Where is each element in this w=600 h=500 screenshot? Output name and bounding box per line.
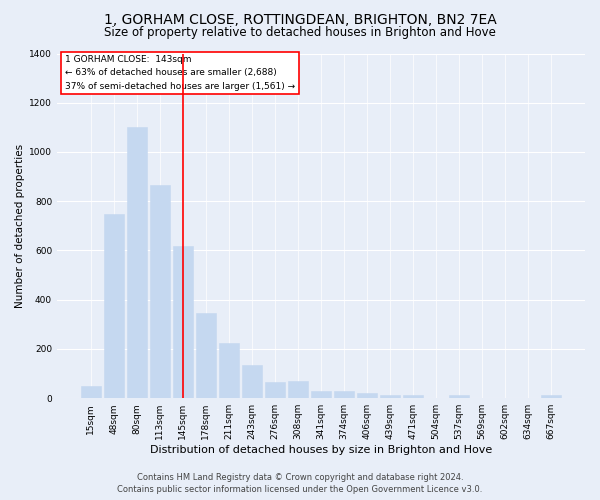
Bar xyxy=(196,314,215,398)
Bar xyxy=(150,185,170,398)
Bar xyxy=(449,396,469,398)
Bar xyxy=(403,396,423,398)
Text: Size of property relative to detached houses in Brighton and Hove: Size of property relative to detached ho… xyxy=(104,26,496,39)
Bar xyxy=(173,246,193,398)
Bar xyxy=(288,381,308,398)
Bar xyxy=(541,396,561,398)
Bar xyxy=(242,365,262,398)
Y-axis label: Number of detached properties: Number of detached properties xyxy=(15,144,25,308)
Bar xyxy=(334,391,354,398)
Bar xyxy=(311,391,331,398)
Bar xyxy=(104,214,124,398)
X-axis label: Distribution of detached houses by size in Brighton and Hove: Distribution of detached houses by size … xyxy=(150,445,492,455)
Bar xyxy=(357,393,377,398)
Text: Contains HM Land Registry data © Crown copyright and database right 2024.
Contai: Contains HM Land Registry data © Crown c… xyxy=(118,472,482,494)
Text: 1 GORHAM CLOSE:  143sqm
← 63% of detached houses are smaller (2,688)
37% of semi: 1 GORHAM CLOSE: 143sqm ← 63% of detached… xyxy=(65,55,295,90)
Bar xyxy=(127,128,146,398)
Bar xyxy=(219,343,239,398)
Bar xyxy=(265,382,285,398)
Text: 1, GORHAM CLOSE, ROTTINGDEAN, BRIGHTON, BN2 7EA: 1, GORHAM CLOSE, ROTTINGDEAN, BRIGHTON, … xyxy=(104,12,496,26)
Bar xyxy=(81,386,101,398)
Bar xyxy=(380,396,400,398)
